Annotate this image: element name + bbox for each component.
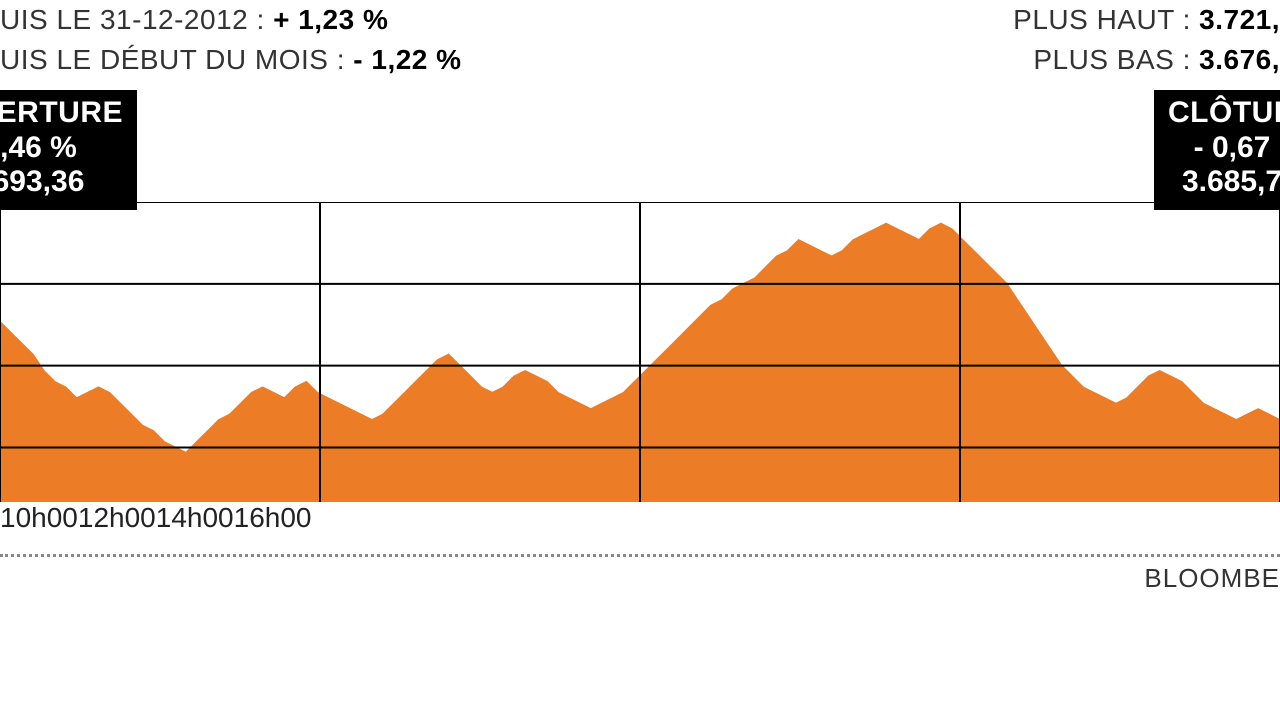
stat-high: PLUS HAUT : 3.721, bbox=[1013, 4, 1280, 36]
stat-low: PLUS BAS : 3.676, bbox=[1033, 44, 1280, 76]
open-box-pct: ,46 % bbox=[0, 131, 123, 166]
stats-bottom-row: UIS LE DÉBUT DU MOIS : - 1,22 % PLUS BAS… bbox=[0, 40, 1280, 80]
chart-svg bbox=[0, 202, 1280, 502]
stat-since-date: UIS LE 31-12-2012 : + 1,23 % bbox=[0, 4, 388, 36]
stat-low-label: PLUS BAS : bbox=[1033, 44, 1191, 75]
x-tick-label: 14h00 bbox=[156, 502, 234, 533]
stat-high-value: 3.721, bbox=[1199, 4, 1280, 35]
open-box-price: 693,36 bbox=[0, 165, 123, 200]
stat-since-date-value: + 1,23 % bbox=[273, 4, 388, 35]
stat-since-month: UIS LE DÉBUT DU MOIS : - 1,22 % bbox=[0, 44, 462, 76]
open-box-title: UVERTURE bbox=[0, 96, 123, 131]
open-box: UVERTURE ,46 % 693,36 bbox=[0, 90, 137, 210]
close-box-pct: - 0,67 bbox=[1168, 131, 1280, 166]
x-tick-label: 12h00 bbox=[78, 502, 156, 533]
source-label: BLOOMBE bbox=[0, 563, 1280, 594]
close-box-price: 3.685,7 bbox=[1168, 165, 1280, 200]
boxes-row: UVERTURE ,46 % 693,36 CLÔTUR - 0,67 3.68… bbox=[0, 90, 1280, 210]
stat-low-value: 3.676, bbox=[1199, 44, 1280, 75]
stats-top-row: UIS LE 31-12-2012 : + 1,23 % PLUS HAUT :… bbox=[0, 0, 1280, 40]
stat-since-month-value: - 1,22 % bbox=[353, 44, 461, 75]
close-box-title: CLÔTUR bbox=[1168, 96, 1280, 131]
x-tick-label: 10h00 bbox=[0, 502, 78, 533]
x-axis-labels: 10h0012h0014h0016h00 bbox=[0, 502, 1280, 536]
divider bbox=[0, 554, 1280, 557]
stat-since-month-label: UIS LE DÉBUT DU MOIS : bbox=[0, 44, 345, 75]
close-box: CLÔTUR - 0,67 3.685,7 bbox=[1154, 90, 1280, 210]
stat-high-label: PLUS HAUT : bbox=[1013, 4, 1191, 35]
x-tick-label: 16h00 bbox=[234, 502, 312, 533]
intraday-chart bbox=[0, 202, 1280, 502]
stat-since-date-label: UIS LE 31-12-2012 : bbox=[0, 4, 265, 35]
